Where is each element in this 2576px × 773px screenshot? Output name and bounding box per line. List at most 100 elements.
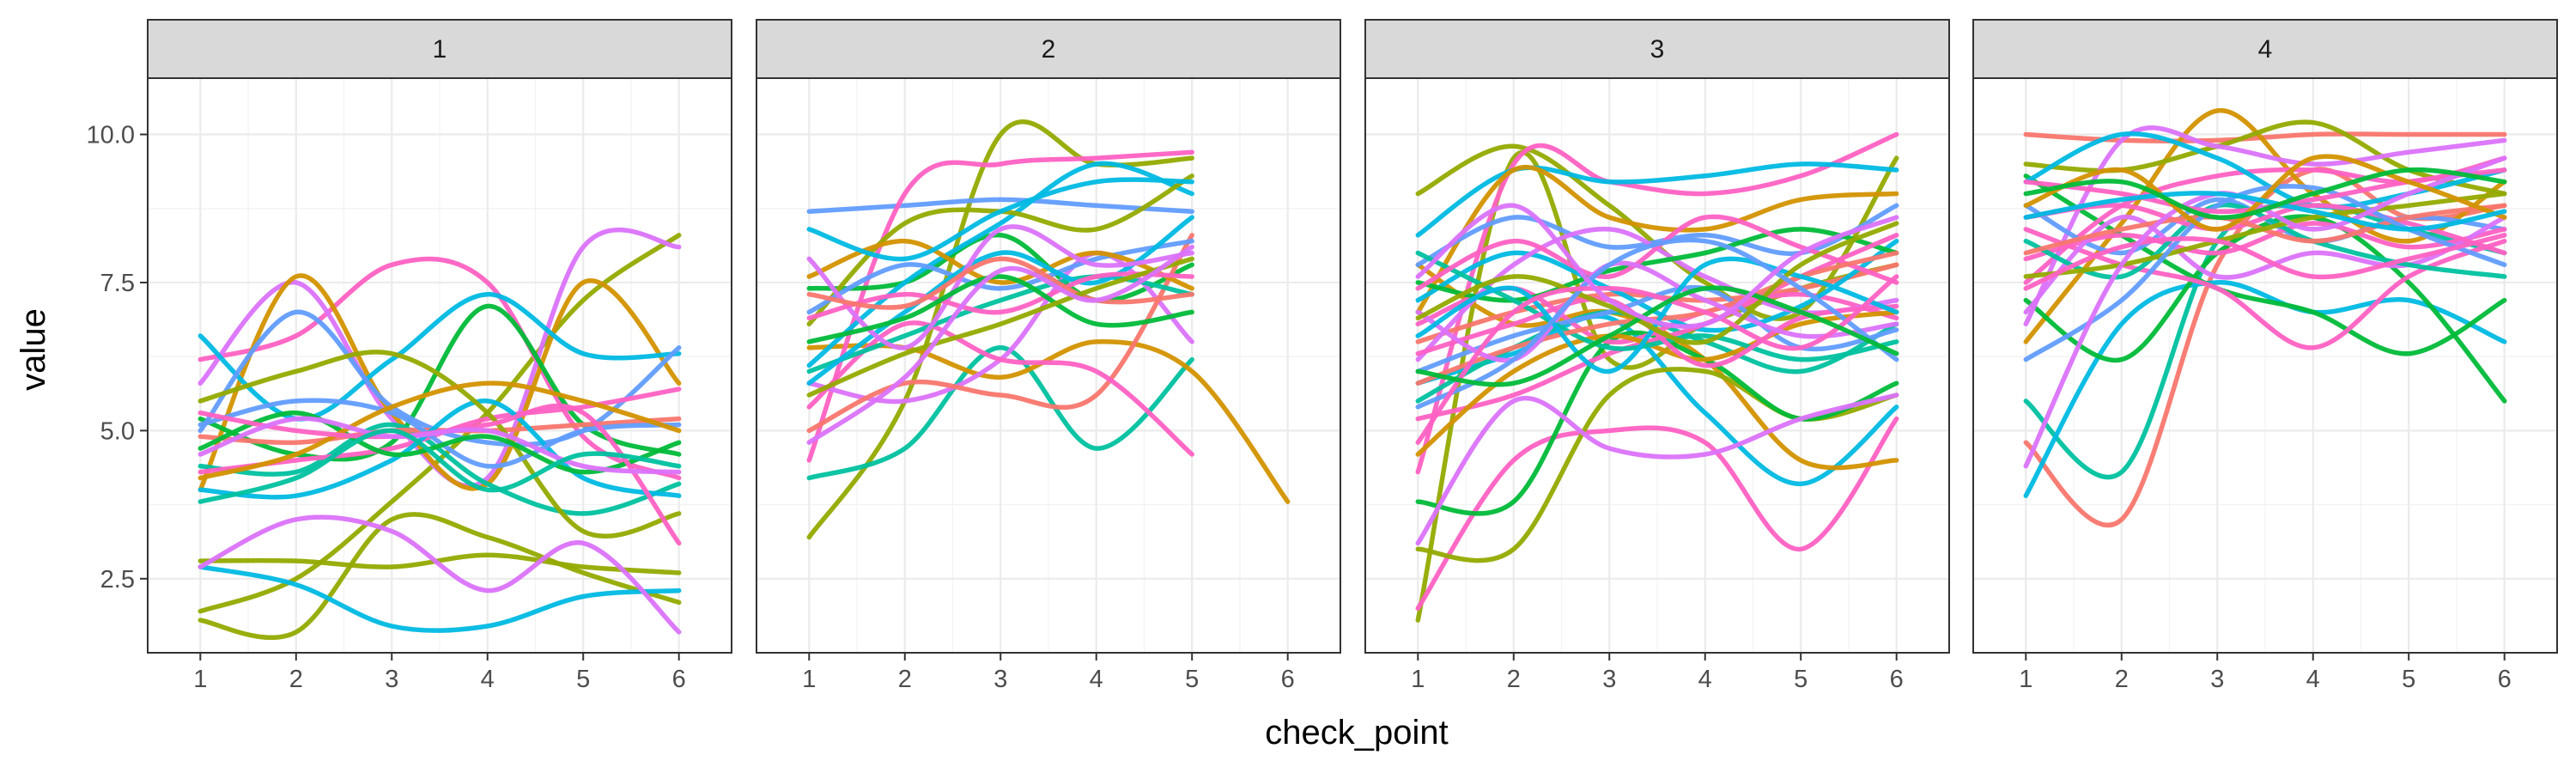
x-tick-label: 5 [1794, 666, 1807, 693]
panel-border [756, 77, 1341, 654]
x-tick-label: 6 [672, 666, 686, 693]
series-line [1415, 256, 1899, 374]
x-tick-label: 1 [802, 666, 816, 693]
x-tick-label: 5 [2402, 666, 2415, 693]
series-line [197, 552, 682, 575]
facet-strip [756, 19, 1341, 79]
x-tick-label: 6 [1890, 666, 1904, 693]
x-tick-label: 2 [2115, 666, 2129, 693]
series-line [806, 250, 1194, 405]
x-tick-label: 4 [2306, 666, 2320, 693]
series-line [2023, 108, 2507, 344]
series-line [1415, 227, 1899, 303]
series-line [1415, 313, 1899, 487]
series-line [197, 380, 682, 481]
series-line [197, 256, 682, 481]
facet-strip-label: 3 [1650, 35, 1665, 64]
y-tick-label: 7.5 [100, 270, 135, 297]
facet-strip-label: 1 [433, 35, 447, 64]
x-tick-label: 2 [289, 666, 303, 693]
series-line [1415, 296, 1899, 368]
series-line [2023, 215, 2507, 315]
x-tick-label: 4 [1698, 666, 1712, 693]
series-line [197, 514, 682, 635]
facet-panel-1: 1 1 2 3 4 5 6 [147, 19, 732, 693]
facet-strip [1364, 19, 1950, 79]
facet-panels: 1 1 2 3 4 5 6 2 1 2 3 4 5 6 3 1 2 3 4 5 6 4 1 2 3 4 5 6 [147, 19, 2558, 693]
panel-border [1364, 77, 1950, 654]
series-line [806, 197, 1194, 214]
series-line [2023, 280, 2507, 498]
x-tick-label: 3 [385, 666, 398, 693]
x-tick-label: 1 [2019, 666, 2032, 693]
facet-strip-label: 2 [1042, 35, 1056, 64]
series-line [2023, 154, 2507, 232]
facet-strip [147, 19, 732, 79]
x-tick-label: 3 [993, 666, 1007, 693]
series-line [197, 428, 682, 504]
series-line [806, 238, 1194, 291]
facet-panel-3: 3 1 2 3 4 5 6 [1364, 19, 1950, 693]
series-line [1415, 203, 1899, 329]
x-tick-label: 1 [193, 666, 207, 693]
series-line [197, 512, 682, 641]
x-tick-label: 6 [1281, 666, 1295, 693]
series-line [806, 256, 1194, 398]
series-line [1415, 416, 1899, 612]
panel-border [147, 77, 732, 654]
series-line [806, 274, 1194, 344]
x-tick-label: 2 [898, 666, 912, 693]
series-line [1415, 214, 1899, 291]
series-line [2023, 173, 2507, 356]
x-tick-label: 5 [576, 666, 590, 693]
series-line [197, 399, 682, 500]
series-line [2023, 131, 2507, 144]
series-line [197, 410, 682, 475]
series-lines [2023, 108, 2507, 528]
x-tick-label: 1 [1411, 666, 1425, 693]
facet-panel-2: 2 1 2 3 4 5 6 [756, 19, 1341, 693]
series-line [2023, 221, 2507, 262]
y-axis: 2.5 5.0 7.5 10.0 [87, 122, 148, 593]
series-line [2023, 233, 2507, 291]
series-line [1415, 284, 1899, 374]
series-lines [197, 227, 682, 641]
x-tick-label: 2 [1507, 666, 1521, 693]
series-line [1415, 274, 1899, 445]
panel-border [1972, 77, 2558, 654]
x-tick-label: 3 [1602, 666, 1616, 693]
series-line [1415, 161, 1899, 238]
y-tick-label: 10.0 [87, 122, 135, 149]
series-line [806, 244, 1194, 445]
series-lines [806, 119, 1291, 540]
series-line [1415, 203, 1899, 268]
series-line [197, 416, 682, 475]
series-line [806, 233, 1194, 434]
series-line [806, 345, 1194, 481]
facet-strip-label: 4 [2258, 35, 2273, 64]
y-axis-title: value [15, 308, 52, 391]
series-line [1415, 237, 1899, 410]
series-line [2023, 191, 2507, 279]
series-line [806, 177, 1194, 262]
series-line [1415, 221, 1899, 345]
series-line [806, 238, 1194, 315]
series-line [806, 271, 1194, 321]
facet-strip [1972, 19, 2558, 79]
series-line [2023, 203, 2507, 256]
series-lines [1415, 131, 1899, 623]
series-line [806, 161, 1194, 368]
x-tick-label: 3 [2210, 666, 2224, 693]
series-line [197, 564, 682, 633]
x-tick-label: 6 [2498, 666, 2512, 693]
x-tick-label: 4 [1090, 666, 1103, 693]
series-line [1415, 250, 1899, 362]
series-line [1415, 260, 1899, 363]
x-tick-label: 5 [1185, 666, 1199, 693]
series-line [197, 273, 682, 493]
series-line [2023, 125, 2507, 326]
facet-panel-4: 4 1 2 3 4 5 6 [1972, 19, 2558, 693]
series-line [806, 233, 1194, 303]
y-tick-label: 2.5 [100, 566, 135, 593]
